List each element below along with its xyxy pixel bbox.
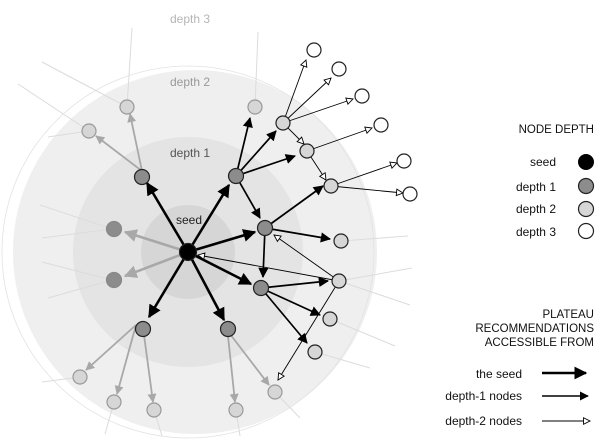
plateau-legend-heading-line3: ACCESSIBLE FROM	[485, 337, 594, 349]
node-depth1	[133, 168, 151, 186]
legend-seed-node	[578, 154, 594, 170]
legend-seed-label: seed	[530, 155, 556, 169]
legend-depth2-node	[577, 200, 595, 218]
node-depth3	[396, 153, 412, 169]
node-depth2	[228, 402, 244, 418]
depth-3-label: depth 3	[170, 12, 210, 26]
legend-depth1-arrow-label: depth-1 nodes	[445, 389, 522, 403]
depth-1-label: depth 1	[170, 146, 210, 160]
legend-depth3-label: depth 3	[516, 225, 556, 239]
legend-depth1-label: depth 1	[516, 180, 556, 194]
legend-depth3-node	[577, 222, 595, 240]
node-depth1	[134, 320, 152, 338]
seed-gray-arrows	[123, 229, 189, 278]
node-depth2	[275, 115, 291, 131]
node-depth2	[322, 311, 338, 327]
seed-label: seed	[176, 213, 202, 227]
plateau-legend-heading-line1: PLATEAU	[542, 309, 594, 321]
node-depth1	[219, 320, 237, 338]
node-depth2	[81, 123, 97, 139]
legend-depth2-arrow-label: depth-2 nodes	[445, 414, 522, 428]
depth-2-label: depth 2	[170, 75, 210, 89]
node-depth1	[227, 167, 245, 185]
node-depth2	[106, 394, 122, 410]
node-seed	[178, 242, 198, 262]
node-depth3	[354, 88, 370, 104]
node-depth2	[146, 402, 162, 418]
node-depth2	[72, 369, 88, 385]
node-depth1	[105, 220, 123, 238]
depth1-recommendation-arrows	[235, 117, 332, 344]
node-depth2	[267, 384, 283, 400]
node-depth2	[299, 143, 315, 159]
node-depth1	[252, 279, 270, 297]
node-depth1	[256, 219, 274, 237]
node-depth2	[331, 273, 347, 289]
node-depth-legend: NODE DEPTH seed depth 1 depth 2 depth 3	[516, 124, 595, 240]
node-depth2	[333, 233, 349, 249]
gray-recommendation-arrows	[85, 113, 270, 403]
node-depth2	[119, 99, 135, 115]
legend-depth2-label: depth 2	[516, 202, 556, 216]
legend-seed-arrow-label: the seed	[476, 367, 522, 381]
node-depth1	[105, 271, 123, 289]
node-depth2	[323, 178, 339, 194]
seed-recommendation-arrows	[145, 181, 257, 322]
node-depth2	[247, 99, 263, 115]
plateau-legend-heading-line2: RECOMMENDATIONS	[475, 323, 594, 335]
node-depth3	[306, 42, 322, 58]
node-depth3	[331, 61, 347, 77]
depth-2-ring	[1, 65, 375, 439]
node-depth3	[402, 186, 418, 202]
legend-depth1-node	[577, 177, 595, 195]
node-depth-legend-heading: NODE DEPTH	[519, 124, 594, 136]
node-depth3	[373, 117, 389, 133]
nodes	[72, 42, 418, 418]
node-depth2	[307, 344, 323, 360]
depth2-recommendation-arrows	[198, 60, 403, 380]
plateau-legend: PLATEAU RECOMMENDATIONS ACCESSIBLE FROM …	[445, 309, 594, 428]
